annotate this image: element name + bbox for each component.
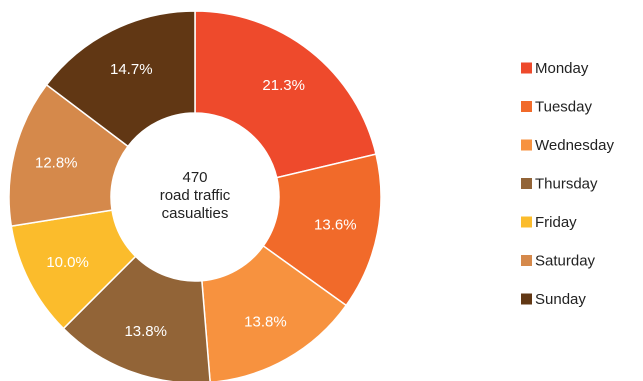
legend-item-sunday: Sunday: [521, 291, 586, 308]
legend-swatch-tuesday: [521, 101, 532, 112]
center-label: 470 road traffic casualties: [160, 169, 231, 222]
legend-swatch-friday: [521, 216, 532, 228]
legend-item-monday: Monday: [521, 60, 589, 77]
legend-swatch-saturday: [521, 255, 532, 266]
center-line1: road traffic: [160, 187, 231, 204]
legend-swatch-wednesday: [521, 139, 532, 151]
legend-item-tuesday: Tuesday: [521, 99, 592, 116]
legend-item-wednesday: Wednesday: [521, 137, 614, 154]
legend-swatch-monday: [521, 62, 532, 74]
legend-item-friday: Friday: [521, 214, 577, 231]
legend-swatch-sunday: [521, 293, 532, 305]
slice-label-tuesday: 13.6%: [314, 217, 357, 234]
slice-label-wednesday: 13.8%: [244, 313, 287, 330]
legend-label-monday: Monday: [535, 60, 589, 77]
slice-saturday: [8, 83, 130, 227]
legend-swatch-thursday: [521, 178, 532, 189]
legend-label-saturday: Saturday: [535, 253, 596, 270]
legend-label-tuesday: Tuesday: [535, 99, 592, 116]
slice-label-monday: 21.3%: [262, 77, 305, 94]
slice-sunday: [45, 10, 196, 148]
legend-item-saturday: Saturday: [521, 253, 596, 270]
center-value: 470: [182, 169, 207, 186]
slice-wednesday: [201, 244, 348, 381]
slice-label-friday: 10.0%: [46, 254, 89, 271]
legend-label-thursday: Thursday: [535, 176, 598, 193]
slice-label-saturday: 12.8%: [35, 154, 78, 171]
slice-monday: [194, 10, 377, 179]
legend-label-friday: Friday: [535, 214, 577, 231]
slice-labels-group: 21.3% 13.6% 13.8% 13.8% 10.0% 12.8% 14.7%: [35, 61, 357, 340]
center-line2: casualties: [162, 205, 229, 222]
legend-label-wednesday: Wednesday: [535, 137, 614, 154]
legend: Monday Tuesday Wednesday Thursday Friday Satu…: [521, 60, 614, 308]
slices-group: [8, 10, 382, 381]
legend-label-sunday: Sunday: [535, 291, 586, 308]
legend-item-thursday: Thursday: [521, 176, 598, 193]
slice-label-thursday: 13.8%: [124, 323, 167, 340]
slice-label-sunday: 14.7%: [110, 61, 153, 78]
